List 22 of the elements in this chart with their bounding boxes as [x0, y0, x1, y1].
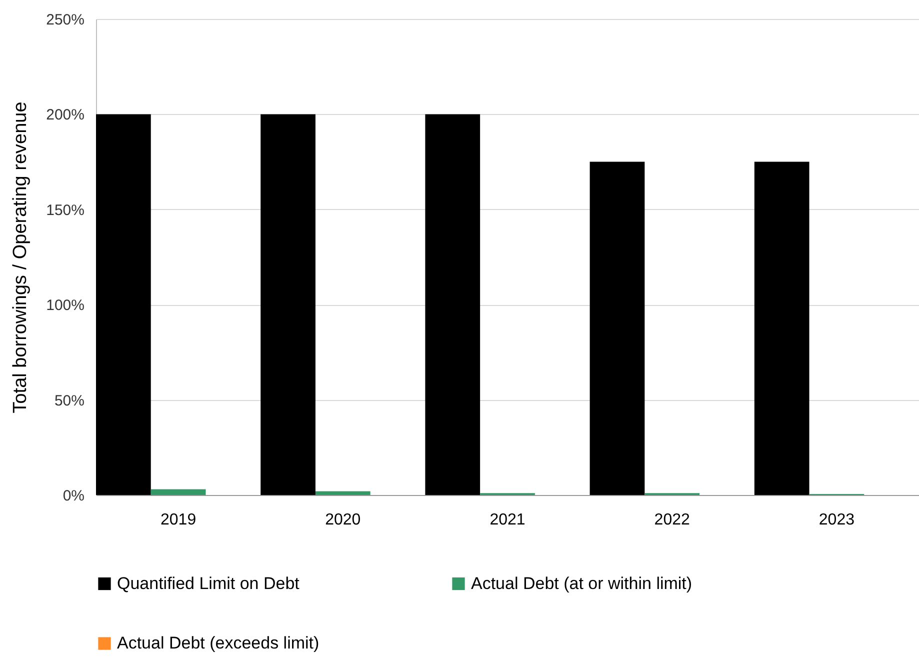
- y-tick-label: 150%: [46, 202, 84, 219]
- y-tick-label: 50%: [54, 392, 84, 410]
- y-tick-label: 100%: [46, 297, 84, 314]
- y-tick-label: 250%: [46, 12, 84, 28]
- bar: [96, 114, 151, 495]
- legend-label: Quantified Limit on Debt: [117, 574, 300, 593]
- y-tick-label: 200%: [46, 106, 84, 124]
- x-tick-label: 2023: [818, 512, 855, 528]
- x-tick-label: 2021: [490, 512, 526, 528]
- bar: [590, 162, 645, 495]
- x-tick-label: 2022: [654, 512, 690, 528]
- y-axis-title: Total borrowings / Operating revenue: [10, 102, 32, 414]
- bar: [754, 162, 810, 495]
- bar: [425, 114, 480, 495]
- bar: [260, 114, 316, 495]
- x-tick-label: 2019: [160, 512, 196, 528]
- legend-label: Actual Debt (at or within limit): [471, 574, 692, 593]
- bar: [315, 491, 370, 495]
- x-tick-label: 2020: [325, 512, 361, 528]
- bar: [150, 489, 206, 495]
- y-tick-label: 0%: [62, 488, 84, 504]
- legend-label: Actual Debt (exceeds limit): [117, 634, 320, 652]
